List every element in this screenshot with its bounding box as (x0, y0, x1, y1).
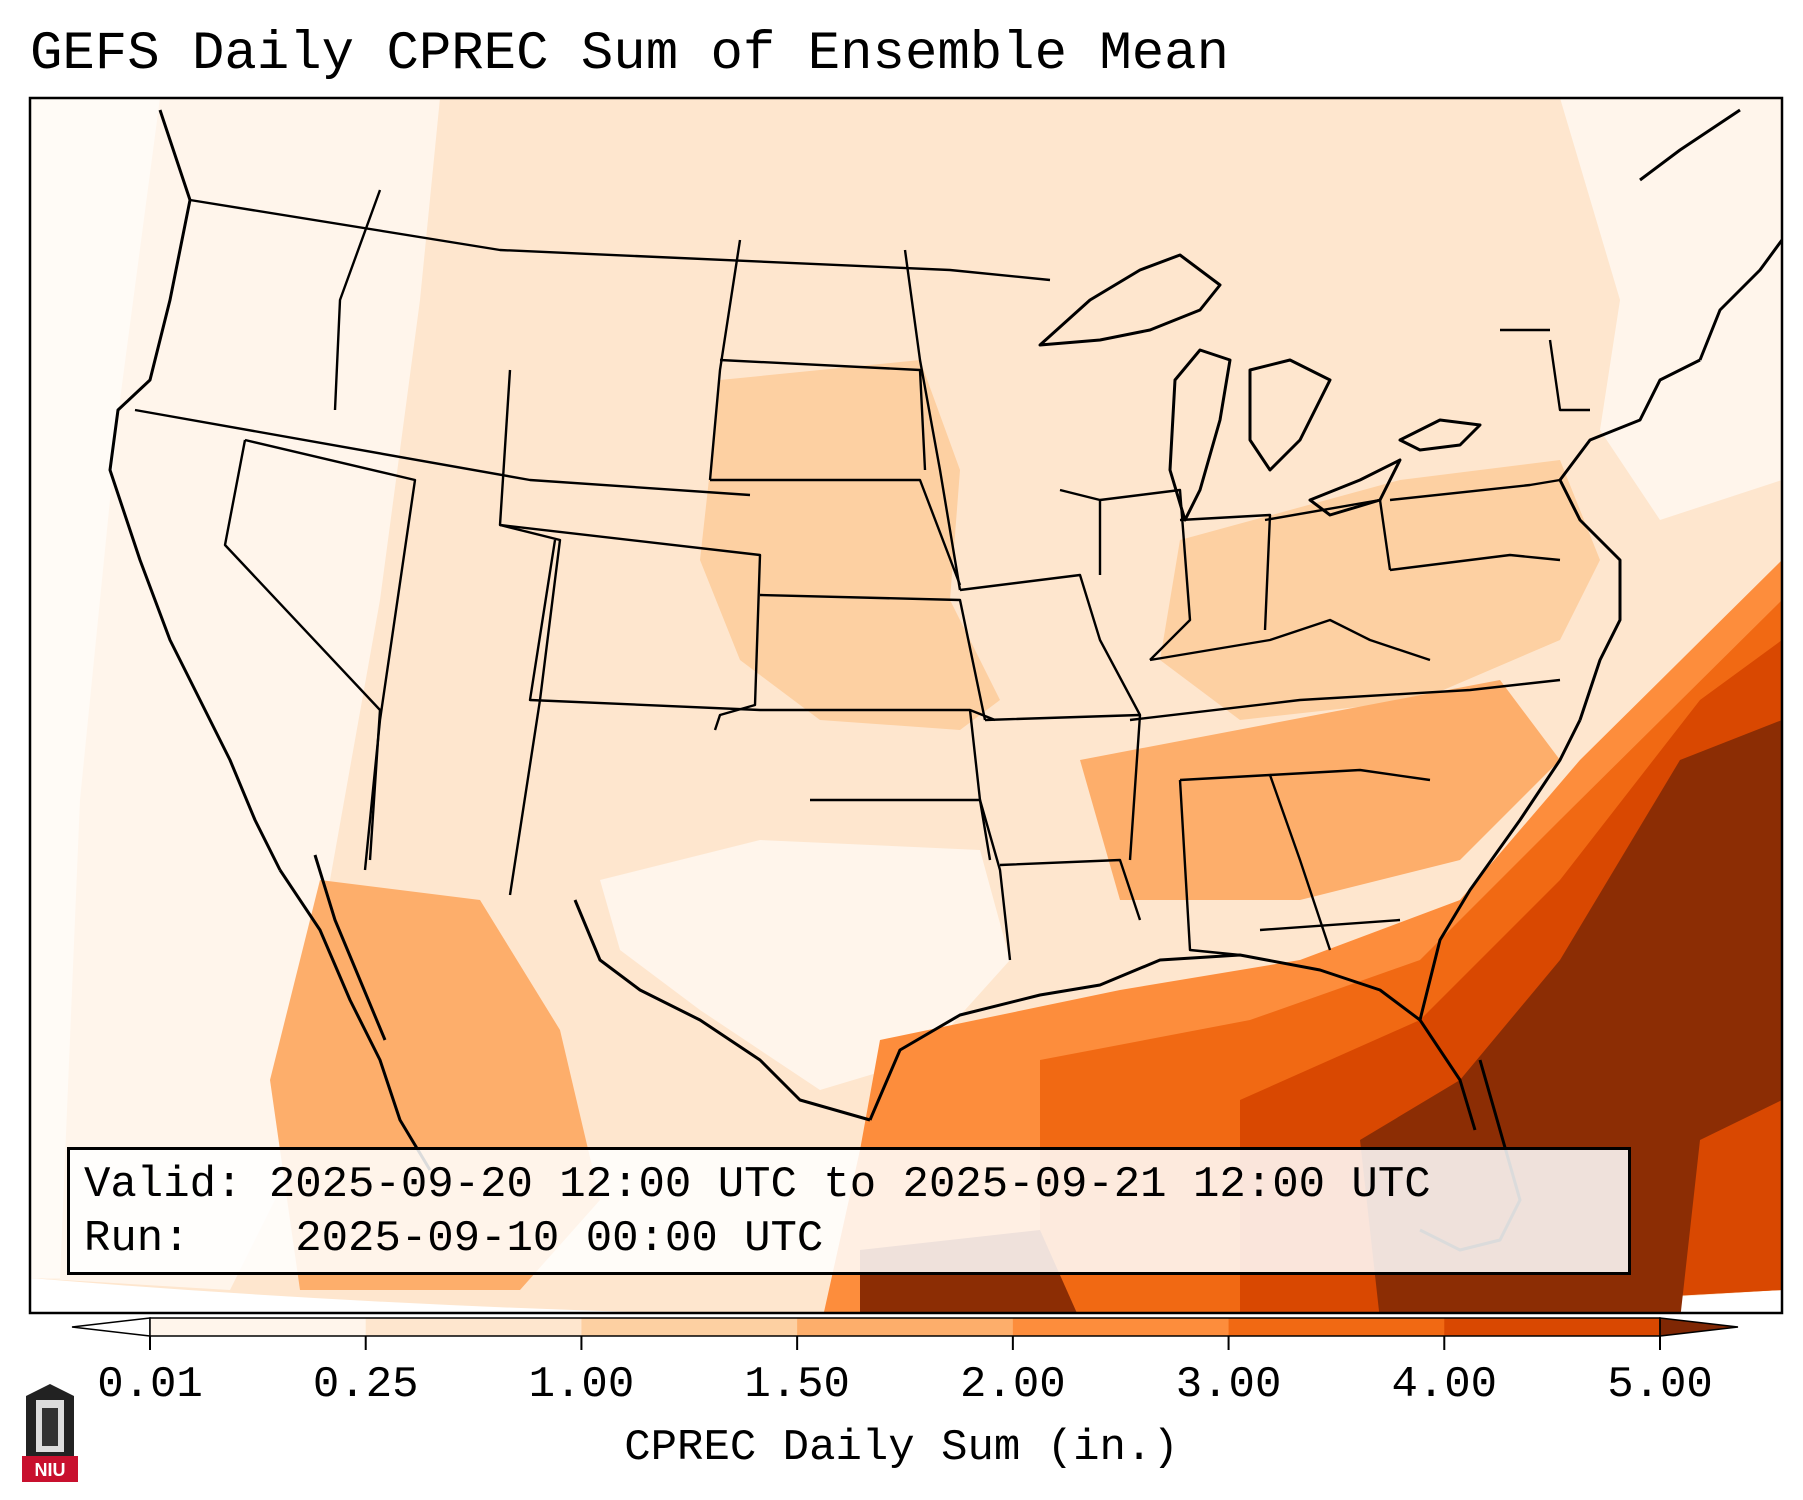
coastlines (108, 108, 1782, 1252)
colorbar-tick-label: 2.00 (960, 1360, 1066, 1410)
colorbar-tick-label: 1.50 (744, 1360, 850, 1410)
colorbar-outline (149, 1317, 1661, 1337)
colorbar-segment (365, 1318, 582, 1336)
colorbar-segment (150, 1318, 367, 1336)
map-title: GEFS Daily CPREC Sum of Ensemble Mean (30, 24, 1229, 85)
precip-region-pacific (30, 98, 160, 1278)
colorbar-tick-label: 4.00 (1391, 1360, 1498, 1410)
map-frame (28, 96, 1784, 1315)
colorbar-tick-label: 1.00 (528, 1360, 635, 1410)
colorbar-tick-label: 5.00 (1607, 1360, 1713, 1410)
colorbar-segment (1012, 1318, 1230, 1336)
colorbar-tick-label: 0.01 (97, 1360, 203, 1410)
great-lakes (1038, 253, 1482, 522)
logo-text: NIU (35, 1460, 66, 1480)
colorbar-segment (797, 1318, 1014, 1336)
precip-region-northeast (1560, 98, 1782, 520)
colorbar-tick-label: 0.25 (312, 1360, 419, 1410)
niu-logo: NIU (22, 1382, 78, 1482)
colorbar-label: CPREC Daily Sum (in.) (624, 1423, 1179, 1473)
run-line: Run: 2025-09-10 00:00 UTC (84, 1212, 1614, 1266)
valid-label: Valid: (84, 1160, 243, 1210)
colorbar-segment (1228, 1318, 1445, 1336)
precip-region-texas (600, 840, 1010, 1090)
valid-value: 2025-09-20 12:00 UTC to 2025-09-21 12:00… (268, 1160, 1431, 1210)
colorbar-tick-label: 3.00 (1175, 1360, 1282, 1410)
valid-line: Valid: 2025-09-20 12:00 UTC to 2025-09-2… (84, 1158, 1614, 1212)
colorbar-segment (1444, 1318, 1661, 1336)
run-label: Run: (84, 1214, 190, 1264)
colorbar-over-extension (1659, 1317, 1739, 1337)
precip-region-southeast (1080, 680, 1560, 900)
colorbar-segment (581, 1318, 798, 1336)
colorbar-under-extension (71, 1317, 151, 1337)
run-value: 2025-09-10 00:00 UTC (295, 1214, 824, 1264)
colorbar (71, 1317, 1739, 1350)
valid-run-box: Valid: 2025-09-20 12:00 UTC to 2025-09-2… (67, 1147, 1631, 1275)
state-borders (134, 189, 1590, 961)
